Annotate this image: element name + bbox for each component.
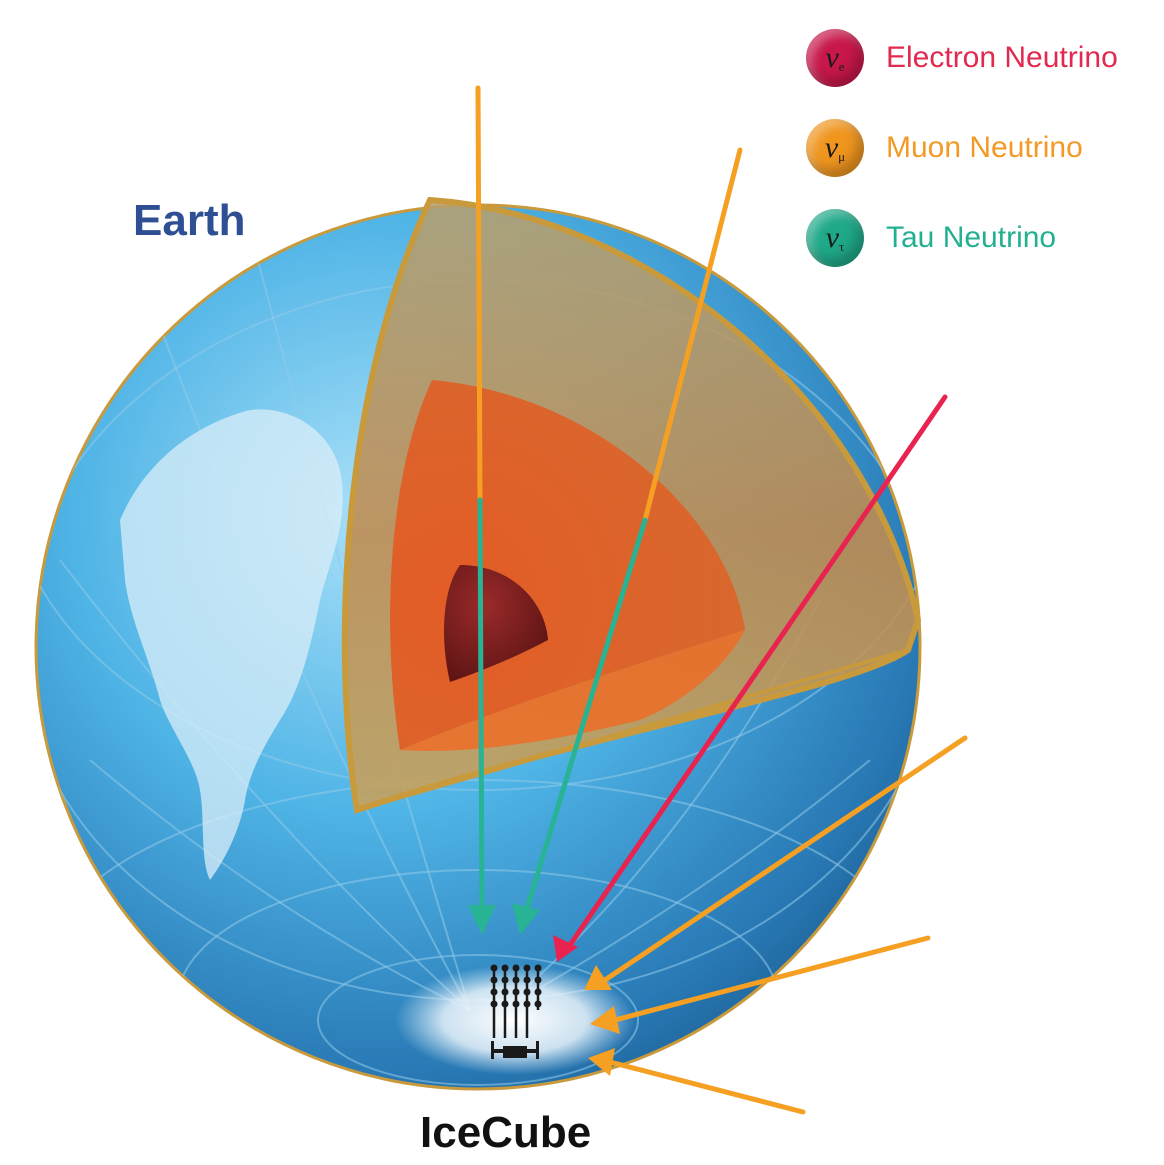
inner-core [444,565,548,682]
legend-label-electron: Electron Neutrino [886,41,1118,74]
arrowhead-diagonal [512,903,540,935]
arrow-muon-side-3 [607,1059,806,1115]
arrowhead-muon-side-2 [590,1006,620,1034]
arrow-diagonal-muon [642,147,743,523]
icecube-detector-icon [490,964,542,1059]
arrowhead-vertical [468,905,496,935]
neutrino-arrows [468,85,968,1115]
cut-edges [342,199,909,813]
continent-shape [120,409,343,880]
arrow-muon-side-1 [602,735,968,983]
arrowhead-muon-side-3 [588,1048,615,1076]
arrowhead-electron [553,935,578,962]
mantle-floor [400,630,745,751]
arrow-muon-side-2 [612,935,931,1023]
earth-label: Earth [133,196,246,245]
legend-label-muon: Muon Neutrino [886,131,1083,164]
legend-label-tau: Tau Neutrino [886,221,1057,254]
arrow-vertical-muon [475,85,483,503]
arrowhead-muon-side-1 [584,965,612,990]
arrow-diagonal-tau [523,517,648,915]
icecube-label: IceCube [420,1108,592,1157]
arrow-vertical-tau [477,497,485,918]
arrow-electron [567,394,948,948]
